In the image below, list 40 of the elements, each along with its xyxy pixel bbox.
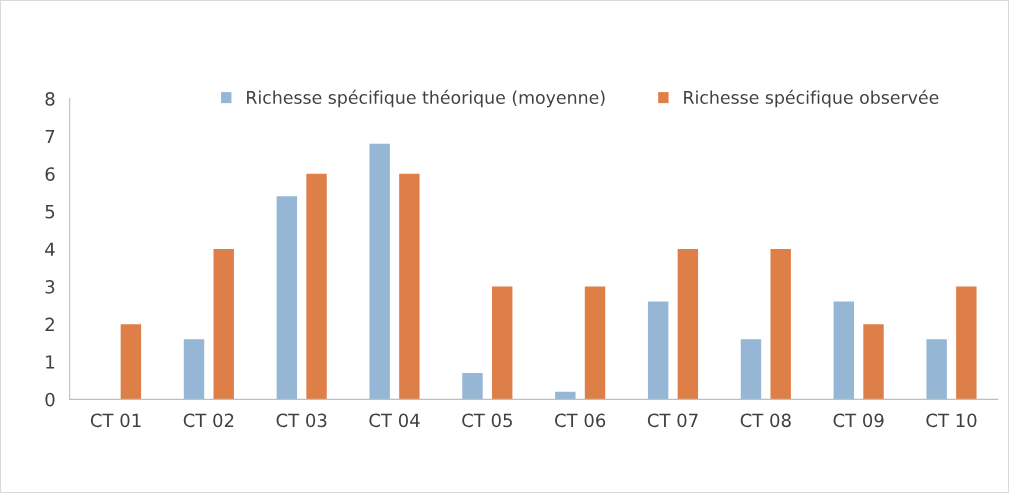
bar (462, 373, 483, 400)
bar (956, 286, 977, 400)
x-tick-label: CT 01 (90, 413, 141, 428)
bar (833, 301, 855, 400)
bar (584, 286, 606, 400)
x-tick-label: CT 04 (369, 413, 420, 428)
bar (306, 173, 327, 400)
legend-label: Richesse spécifique théorique (moyenne) (247, 89, 605, 108)
bar (120, 324, 142, 400)
bar (369, 143, 390, 400)
bar (770, 248, 791, 400)
x-tick-label: CT 08 (740, 413, 791, 428)
bar (926, 339, 947, 400)
bar (213, 248, 234, 400)
x-tick-label: CT 05 (462, 413, 512, 428)
y-tick-label: 6 (45, 167, 55, 181)
bar (555, 391, 576, 400)
y-tick-label: 1 (46, 355, 55, 369)
y-tick-label: 2 (45, 317, 54, 332)
bar (276, 196, 298, 400)
y-tick-label: 0 (45, 392, 55, 407)
bar (863, 324, 884, 400)
y-tick-label: 3 (45, 280, 55, 294)
bar (647, 301, 669, 400)
x-tick-label: CT 10 (926, 413, 977, 428)
y-tick-label: 4 (45, 242, 55, 256)
bar (399, 173, 420, 400)
x-tick-label: CT 02 (183, 413, 234, 428)
bar (183, 339, 205, 400)
x-tick-label: CT 07 (647, 413, 698, 428)
bar (491, 286, 513, 400)
y-tick-label: 7 (45, 129, 55, 144)
bar (740, 339, 762, 400)
y-tick-label: 5 (45, 205, 55, 219)
bar (677, 248, 699, 400)
x-tick-label: CT 06 (555, 413, 606, 428)
y-tick-label: 8 (45, 92, 55, 106)
x-tick-label: CT 09 (833, 413, 884, 428)
legend-label: Richesse spécifique observée (684, 89, 939, 108)
x-tick-label: CT 03 (276, 413, 327, 428)
